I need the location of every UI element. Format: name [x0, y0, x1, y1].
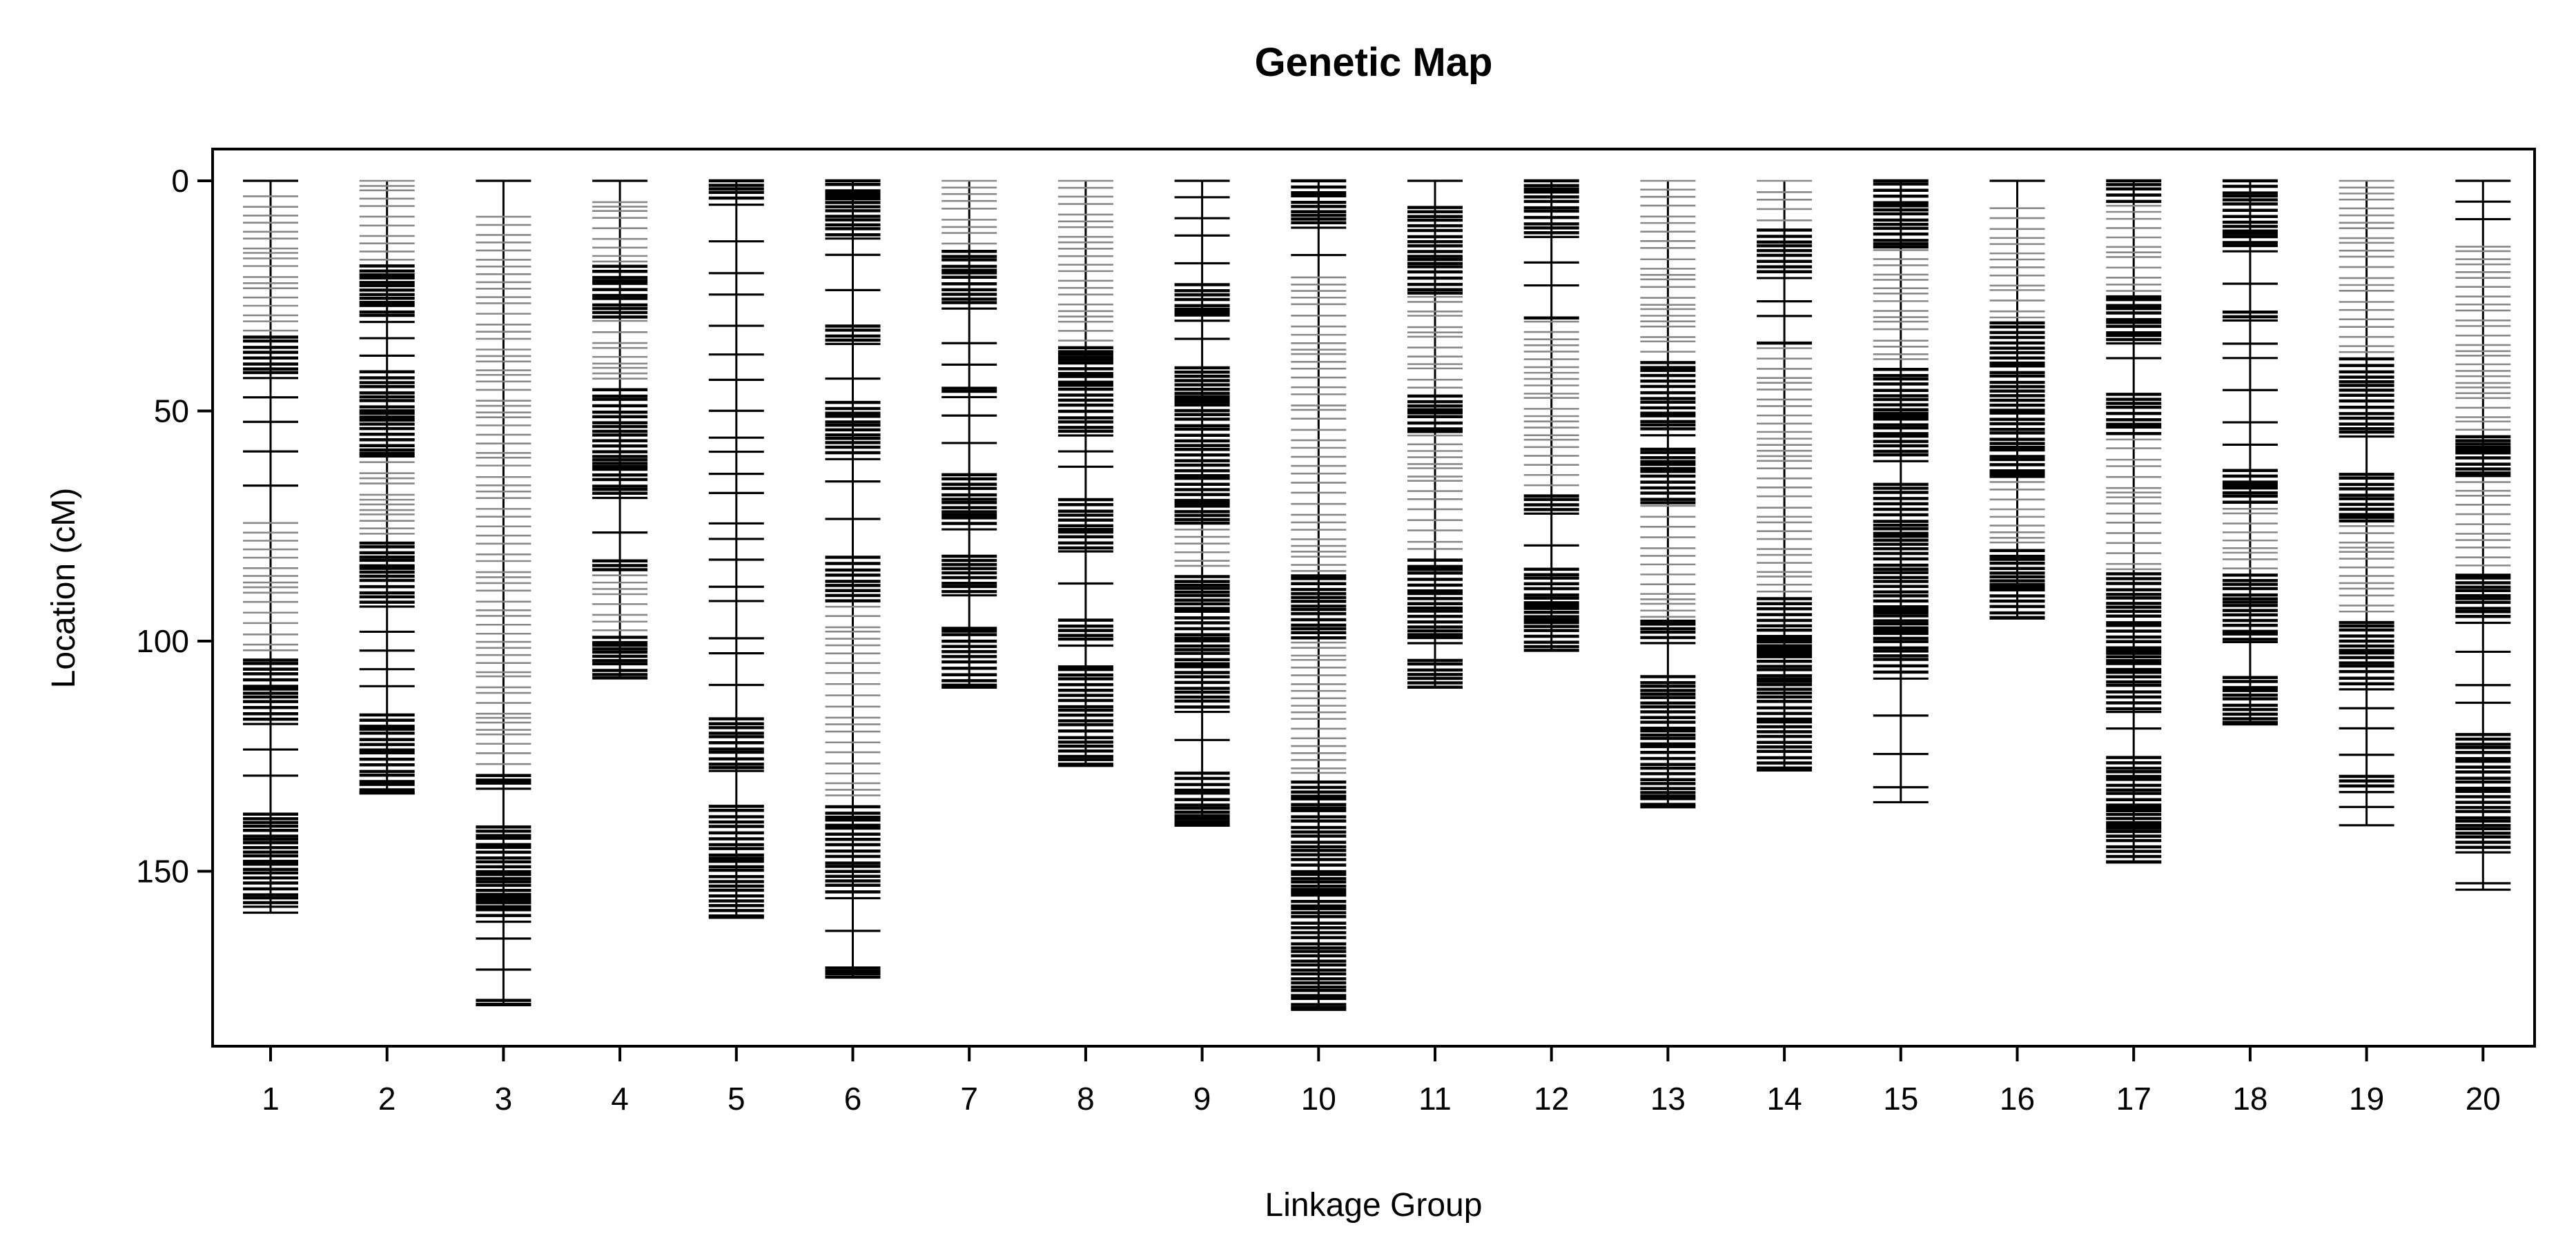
x-tick-label-19: 19 [2349, 1081, 2384, 1117]
linkage-group-2 [359, 179, 415, 795]
y-tick-label-50: 50 [154, 393, 189, 429]
x-tick-label-4: 4 [611, 1081, 629, 1117]
linkage-group-19 [2339, 179, 2394, 827]
y-tick-label-100: 100 [136, 623, 189, 659]
x-axis: 1 2 3 4 5 6 7 8 9 10 11 12 13 14 15 16 17 18 19 20 [262, 1046, 2501, 1117]
linkage-group-4 [592, 179, 648, 680]
x-tick-label-14: 14 [1767, 1081, 1802, 1117]
x-tick-label-17: 17 [2116, 1081, 2151, 1117]
x-tick-label-20: 20 [2466, 1081, 2501, 1117]
y-tick-label-0: 0 [171, 163, 189, 199]
x-tick-label-10: 10 [1301, 1081, 1336, 1117]
linkage-groups [243, 179, 2511, 1011]
linkage-group-12 [1523, 179, 1579, 652]
x-tick-label-3: 3 [495, 1081, 513, 1117]
linkage-group-7 [941, 179, 997, 689]
linkage-group-16 [1989, 179, 2045, 620]
linkage-group-18 [2222, 179, 2278, 726]
y-axis: 0 50 100 150 [136, 163, 213, 890]
linkage-group-14 [1757, 179, 1813, 772]
linkage-group-6 [825, 179, 881, 979]
x-tick-label-6: 6 [844, 1081, 862, 1117]
y-axis-label: Location (cM) [46, 488, 82, 689]
y-tick-label-150: 150 [136, 854, 189, 890]
x-tick-label-12: 12 [1534, 1081, 1569, 1117]
x-tick-label-7: 7 [960, 1081, 978, 1117]
linkage-group-5 [708, 179, 764, 919]
x-tick-label-16: 16 [2000, 1081, 2035, 1117]
linkage-group-3 [476, 179, 531, 1007]
linkage-group-9 [1174, 179, 1230, 827]
plot-frame [211, 148, 2536, 1048]
x-tick-label-13: 13 [1650, 1081, 1686, 1117]
linkage-group-10 [1291, 179, 1347, 1011]
linkage-group-20 [2455, 179, 2511, 891]
x-tick-label-18: 18 [2232, 1081, 2267, 1117]
linkage-group-15 [1873, 179, 1929, 804]
x-tick-label-11: 11 [1418, 1081, 1452, 1117]
linkage-group-13 [1640, 179, 1696, 809]
chart-title: Genetic Map [1255, 40, 1493, 85]
x-tick-label-9: 9 [1193, 1081, 1211, 1117]
x-tick-label-2: 2 [378, 1081, 396, 1117]
linkage-group-1 [243, 179, 298, 914]
linkage-group-17 [2106, 179, 2162, 864]
x-tick-label-5: 5 [728, 1081, 745, 1117]
x-tick-label-15: 15 [1883, 1081, 1918, 1117]
x-axis-label: Linkage Group [1265, 1187, 1483, 1224]
x-tick-label-8: 8 [1077, 1081, 1095, 1117]
linkage-group-11 [1407, 179, 1463, 689]
linkage-group-8 [1057, 179, 1113, 767]
x-tick-label-1: 1 [262, 1081, 280, 1117]
